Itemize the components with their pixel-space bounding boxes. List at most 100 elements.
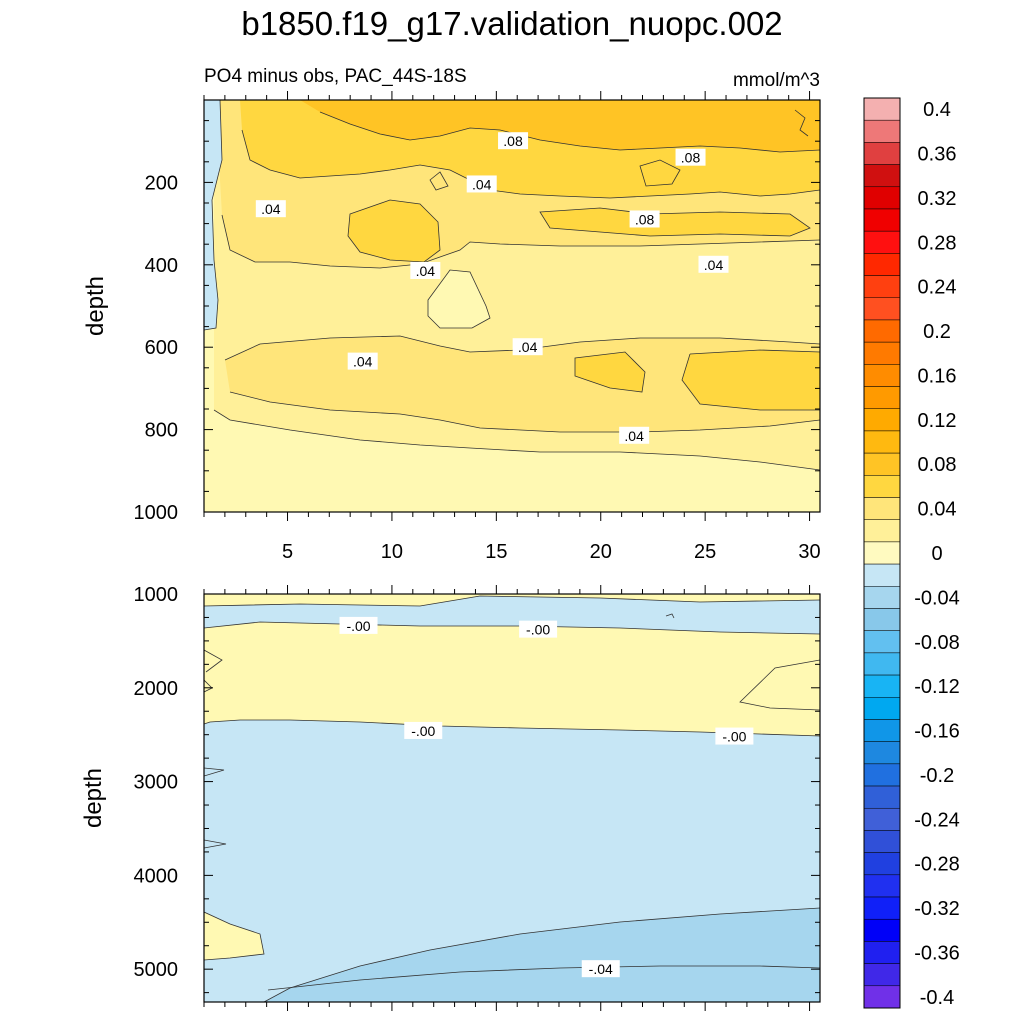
ytick-label: 3000: [134, 772, 179, 794]
colorbar-label: -0.2: [920, 765, 954, 787]
upper-ylabel: depth: [82, 276, 109, 336]
contour-label-bg: [466, 175, 497, 193]
lower-contour-fill: [204, 594, 820, 1002]
contour-label: .04: [410, 261, 441, 279]
colorbar-box: [863, 142, 901, 165]
contour-label-bg: [675, 148, 706, 166]
lower-ylabel: depth: [80, 768, 107, 828]
contour-label-text: -.00: [411, 723, 435, 739]
colorbar-box: [863, 452, 901, 476]
contour-label-bg: [339, 616, 378, 634]
colorbar-label: -0.24: [914, 809, 960, 831]
colorbar-box: [863, 785, 901, 809]
colorbar-label: 0.24: [918, 277, 957, 299]
contour-label-bg: [629, 210, 660, 228]
colorbar-box: [863, 275, 901, 299]
colorbar-label: 0.04: [918, 499, 957, 521]
colorbar-label: -0.36: [914, 943, 960, 965]
colorbar-label: 0.36: [918, 143, 957, 165]
contour-label: .04: [255, 200, 286, 218]
region-pos-light-band: [204, 622, 820, 736]
colorbar-box: [863, 230, 901, 254]
ytick-label: 800: [145, 420, 178, 442]
colorbar-label: 0.32: [918, 188, 957, 210]
xtick-label: 10: [381, 541, 403, 563]
contour-label-text: .04: [416, 263, 436, 279]
ytick-label: 4000: [134, 865, 179, 887]
colorbar-box: [863, 386, 901, 409]
colorbar-box: [863, 497, 901, 520]
colorbar-label: -0.4: [920, 987, 954, 1009]
xtick-label: 15: [485, 541, 507, 563]
colorbar-box: [863, 985, 901, 1009]
colorbar-frame: [863, 97, 901, 1009]
colorbar-label: 0: [931, 543, 942, 565]
colorbar-box: [863, 341, 901, 365]
region-pos-light-bump: [740, 660, 820, 710]
contour-label-bg: [619, 426, 650, 444]
colorbar-label: 0.08: [918, 454, 957, 476]
contour-label-bg: [347, 352, 378, 370]
contour-label-text: .04: [472, 176, 492, 192]
lower-panel: -.00 -.00 -.00 -.00 -.04 1000 2000 3000 4000 500…: [80, 584, 821, 1011]
colorbar-box: [863, 475, 901, 498]
colorbar-label: -0.16: [914, 721, 960, 743]
colorbar-box: [863, 519, 901, 543]
colorbar-box: [863, 963, 901, 987]
contour-label-text: .04: [624, 428, 644, 444]
colorbar-box: [863, 119, 901, 143]
colorbar-box: [863, 697, 901, 720]
region-neg-1-edge: [204, 100, 222, 330]
contour-label-text: -.00: [346, 618, 370, 634]
region-pos-3-blob: [348, 200, 440, 262]
colorbar-label: 0.4: [923, 99, 951, 121]
ytick-label: 600: [145, 337, 178, 359]
colorbar-box: [863, 97, 901, 121]
contour-label: .04: [347, 352, 378, 370]
colorbar-boxes: [863, 97, 901, 1009]
contour-label: .04: [512, 338, 543, 356]
contour-label-bg: [581, 960, 620, 978]
xtick-label: 25: [694, 541, 716, 563]
region-pos-3-deep-b: [682, 350, 820, 410]
colorbar-box: [863, 741, 901, 765]
contour-label: .04: [619, 426, 650, 444]
contour-label: -.00: [715, 727, 754, 745]
upper-panel-units: mmol/m^3: [733, 70, 820, 91]
ytick-label: 2000: [134, 678, 179, 700]
colorbar-box: [863, 941, 901, 964]
region-pos-light-deep: [204, 912, 264, 960]
ytick-label: 400: [145, 255, 178, 277]
colorbar-box: [863, 563, 901, 587]
xtick-label: 5: [282, 541, 293, 563]
colorbar-label: 0.12: [918, 410, 957, 432]
contour-label: .08: [675, 148, 706, 166]
contour-label-text: .08: [635, 211, 655, 227]
contour-label-bg: [498, 132, 529, 150]
contour-label-bg: [255, 200, 286, 218]
ytick-label: 5000: [134, 959, 179, 981]
colorbar-box: [863, 253, 901, 276]
ytick-label: 200: [145, 172, 178, 194]
upper-panel-subtitle: PO4 minus obs, PAC_44S-18S: [204, 66, 467, 87]
colorbar-label: -0.04: [914, 587, 960, 609]
contour-label-text: .04: [518, 339, 538, 355]
region-pos-4: [300, 100, 820, 152]
contour-label-text: -.04: [589, 961, 613, 977]
colorbar-box: [863, 608, 901, 631]
colorbar-label: -0.32: [914, 898, 960, 920]
contour-label-text: .04: [353, 354, 373, 370]
contour-label-text: .04: [704, 257, 724, 273]
xtick-label: 20: [590, 541, 612, 563]
colorbar-box: [863, 408, 901, 432]
contour-label: -.00: [404, 721, 443, 739]
colorbar-box: [863, 364, 901, 387]
colorbar-label: 0.2: [923, 321, 951, 343]
colorbar-label: 0.28: [918, 232, 957, 254]
upper-xtick-labels: 5 10 15 20 25 30: [282, 541, 821, 563]
colorbar-box: [863, 586, 901, 609]
upper-contour-fill: [204, 100, 820, 512]
colorbar-label: -0.12: [914, 676, 960, 698]
